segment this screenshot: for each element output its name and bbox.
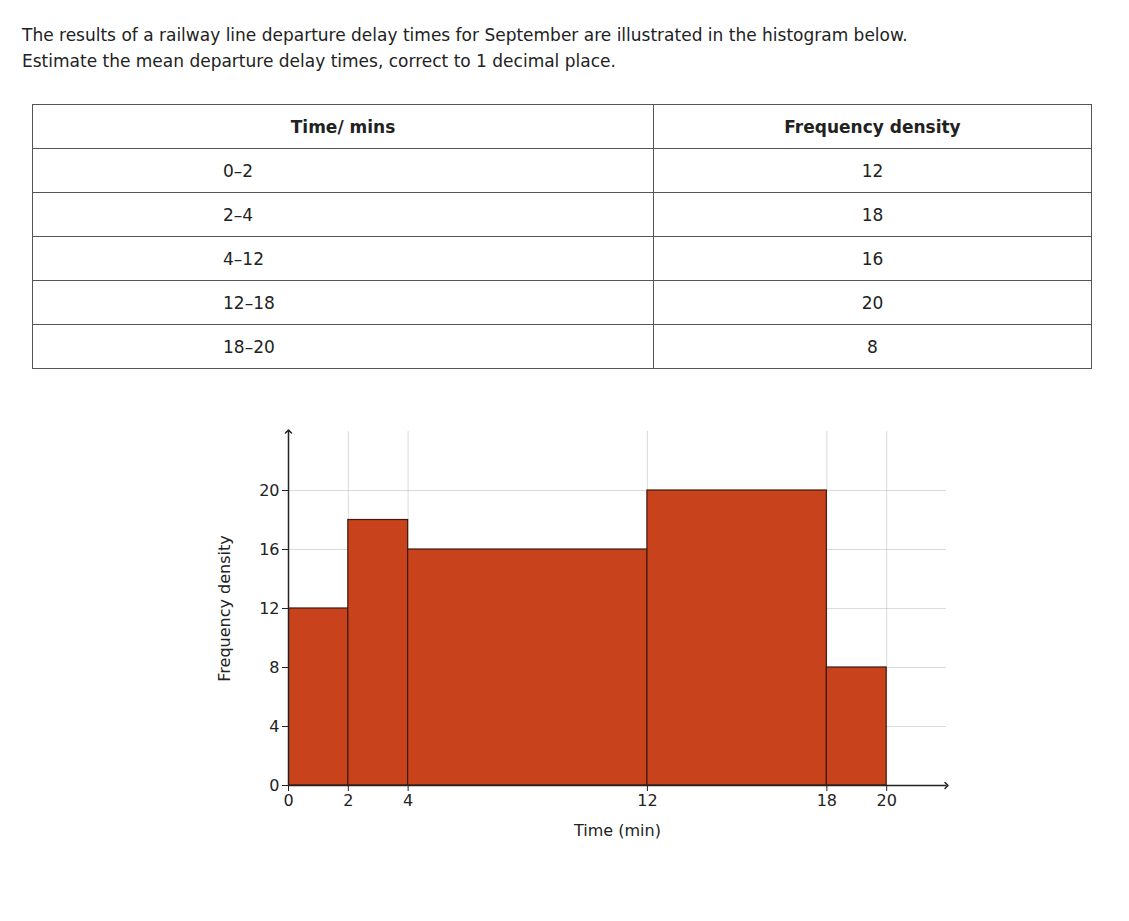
svg-text:Frequency density: Frequency density <box>215 535 234 681</box>
html-text:0–2: 0–2 <box>223 160 254 181</box>
html-text:Time/ mins: Time/ mins <box>290 116 396 137</box>
svg-text:Time (min): Time (min) <box>573 821 661 840</box>
html-text:4–12: 4–12 <box>223 248 264 269</box>
svg-text:16: 16 <box>259 540 279 559</box>
svg-text:4: 4 <box>403 791 413 810</box>
html-text:The results of a railway line: The results of a railway line departure … <box>22 25 908 45</box>
svg-text:18: 18 <box>817 791 837 810</box>
html-text:16: 16 <box>861 248 884 269</box>
svg-text:2: 2 <box>343 791 353 810</box>
svg-text:0: 0 <box>269 776 279 795</box>
svg-text:4: 4 <box>269 717 279 736</box>
html-text:12–18: 12–18 <box>223 292 275 313</box>
html-text:18–20: 18–20 <box>223 336 275 357</box>
html-text:2–4: 2–4 <box>223 204 254 225</box>
svg-text:20: 20 <box>877 791 897 810</box>
svg-text:20: 20 <box>259 481 279 500</box>
html-text:18: 18 <box>861 204 884 225</box>
html-text:8: 8 <box>867 336 878 357</box>
html-text:12: 12 <box>861 160 884 181</box>
svg-text:0: 0 <box>283 791 293 810</box>
svg-text:8: 8 <box>269 658 279 677</box>
svg-text:12: 12 <box>637 791 657 810</box>
html-text:Estimate the mean departure de: Estimate the mean departure delay times,… <box>22 51 616 71</box>
html-text:20: 20 <box>861 292 884 313</box>
html-text:Frequency density: Frequency density <box>784 116 961 137</box>
svg-text:12: 12 <box>259 599 279 618</box>
